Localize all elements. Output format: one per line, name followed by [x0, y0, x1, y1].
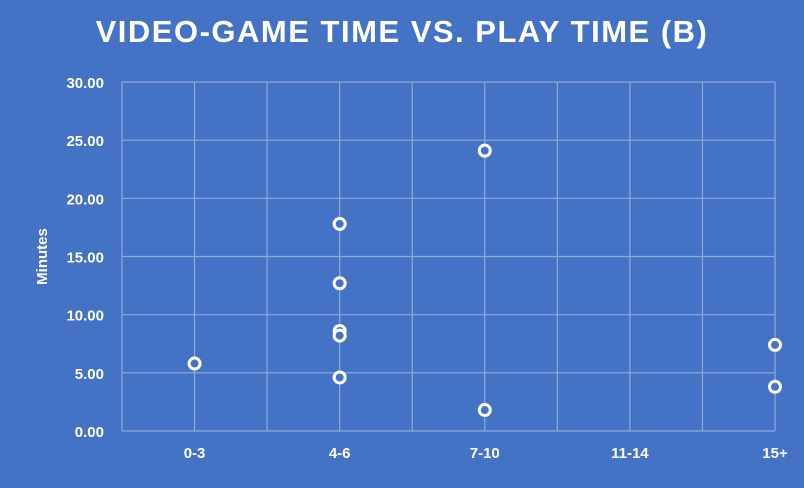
data-point: [477, 143, 492, 158]
data-point: [332, 328, 347, 343]
y-tick-label: 5.00: [75, 366, 104, 383]
data-point: [187, 356, 202, 371]
data-point: [768, 337, 782, 352]
data-point: [332, 370, 347, 385]
x-tick-label: 15+: [762, 445, 788, 462]
x-tick-label: 4-6: [329, 445, 351, 462]
y-tick-label: 0.00: [75, 424, 104, 441]
y-tick-label: 20.00: [66, 191, 104, 208]
y-axis-title: Minutes: [34, 228, 51, 285]
data-point: [477, 403, 492, 418]
y-tick-label: 30.00: [66, 75, 104, 92]
gridlines: [121, 81, 776, 432]
data-points: [187, 143, 782, 418]
x-tick-label: 7-10: [470, 445, 500, 462]
data-point: [332, 276, 347, 291]
y-tick-label: 10.00: [66, 308, 104, 325]
chart-title: VIDEO-GAME TIME VS. PLAY TIME (B): [95, 14, 709, 49]
y-tick-label: 15.00: [66, 250, 104, 267]
axis-labels: 0.00 5.00 10.00 15.00 20.00 25.00 30.00 0-3 4-6 7…: [34, 75, 788, 462]
y-tick-label: 25.00: [66, 133, 104, 150]
data-point: [332, 216, 347, 231]
x-tick-label: 11-14: [611, 445, 649, 462]
data-point: [768, 379, 782, 394]
x-tick-label: 0-3: [184, 445, 206, 462]
